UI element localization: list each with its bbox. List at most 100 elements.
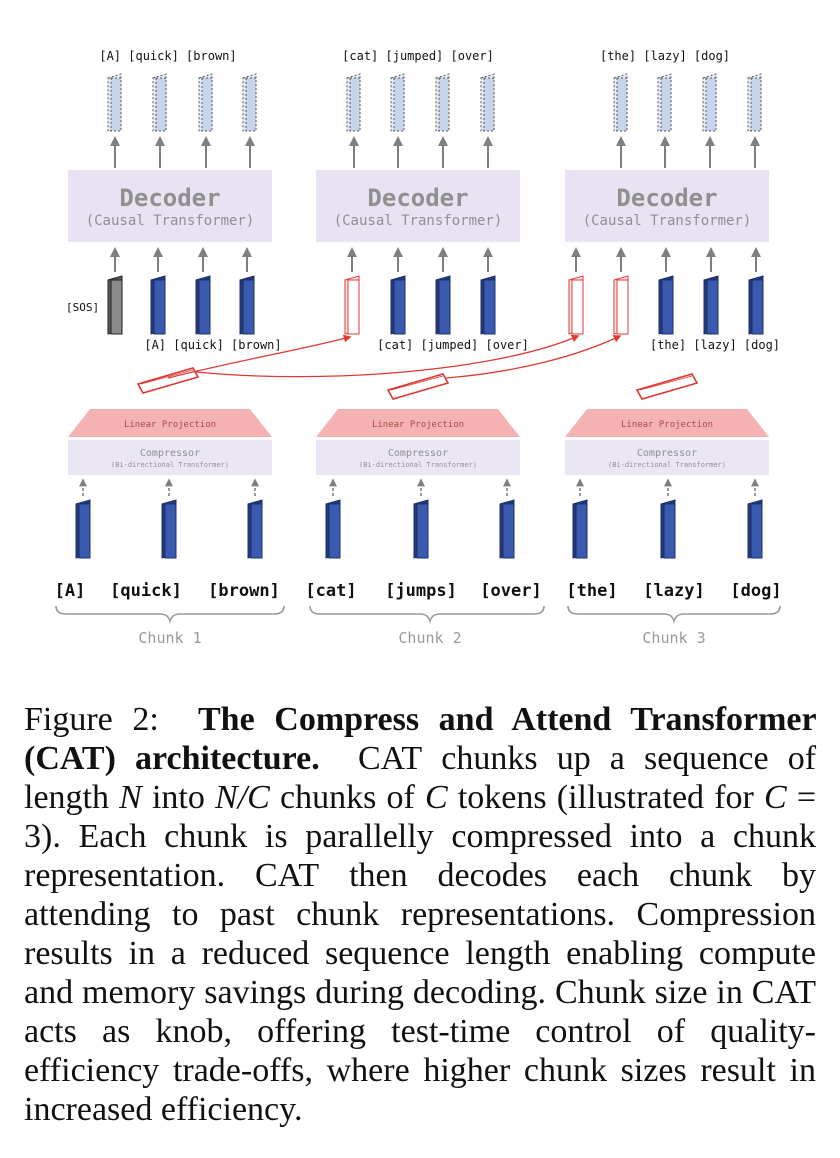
linear-projection-2: Linear Projection bbox=[316, 409, 520, 437]
decoder-input-token bbox=[390, 275, 406, 335]
compressor-input-arrows bbox=[79, 478, 759, 496]
caption-cat: CAT bbox=[751, 974, 816, 1011]
compressor-title: Compressor bbox=[140, 448, 200, 459]
token-front bbox=[328, 503, 341, 559]
caption-text: = 3). Each chunk is parallelly compresse… bbox=[24, 779, 817, 894]
output-label-group-2: [cat] [jumped] [over] bbox=[342, 49, 494, 63]
decoder-block-2: Decoder (Causal Transformer) bbox=[316, 170, 520, 242]
caption-math: C bbox=[764, 779, 787, 816]
chunk-label-1: Chunk 1 bbox=[138, 629, 201, 647]
token-front bbox=[245, 77, 257, 132]
output-label-group-3: [the] [lazy] [dog] bbox=[600, 49, 730, 63]
compressor-input-token bbox=[499, 499, 515, 559]
token-front bbox=[416, 503, 429, 559]
output-token bbox=[702, 73, 717, 132]
output-token bbox=[613, 73, 628, 132]
decoder-input-label-2: [cat] [jumped] [over] bbox=[377, 338, 529, 352]
decoder-block-3: Decoder (Causal Transformer) bbox=[565, 170, 769, 242]
input-token: [dog] bbox=[730, 581, 781, 601]
decoder-input-tokens bbox=[107, 275, 764, 335]
decoder-subtitle: (Causal Transformer) bbox=[583, 213, 752, 229]
compressor-input-token bbox=[413, 499, 429, 559]
input-token: [quick] bbox=[110, 581, 182, 601]
compressor-block-1: Compressor (Bi-directional Transformer) bbox=[68, 440, 272, 475]
chunk-representation-3 bbox=[635, 373, 699, 400]
compressor-input-token bbox=[325, 499, 341, 559]
token-front bbox=[349, 77, 361, 132]
compressor-input-token bbox=[161, 499, 177, 559]
sos-label: [SOS] bbox=[66, 301, 99, 314]
token-front bbox=[571, 279, 584, 335]
input-token: [brown] bbox=[208, 581, 280, 601]
input-tokens: [A] [quick] [brown] [cat] [jumps] [over]… bbox=[55, 581, 782, 601]
token-front bbox=[661, 279, 674, 335]
decoder-input-token bbox=[435, 275, 451, 335]
token-front bbox=[502, 503, 515, 559]
token-front bbox=[706, 279, 719, 335]
caption-text: tokens (illustrated for bbox=[457, 779, 754, 816]
compressor-block-3: Compressor (Bi-directional Transformer) bbox=[565, 440, 769, 475]
compressor-block-2: Compressor (Bi-directional Transformer) bbox=[316, 440, 520, 475]
token-front bbox=[438, 279, 451, 335]
token-front bbox=[616, 77, 628, 132]
token-front bbox=[110, 77, 122, 132]
decoder-input-token bbox=[703, 275, 719, 335]
output-token bbox=[198, 73, 213, 132]
decoder-input-token bbox=[195, 275, 211, 335]
caption-math: N bbox=[119, 779, 142, 816]
output-token bbox=[435, 73, 450, 132]
token-front bbox=[393, 77, 405, 132]
compressor-input-token bbox=[247, 499, 263, 559]
input-token: [A] bbox=[55, 581, 86, 601]
caption-text: acts as knob, offering test-time control… bbox=[24, 1013, 816, 1128]
chunk-label-3: Chunk 3 bbox=[642, 629, 705, 647]
output-token bbox=[390, 73, 405, 132]
chunk-attention-arrows bbox=[167, 334, 622, 379]
output-tokens bbox=[107, 73, 762, 132]
chunk-braces bbox=[55, 605, 781, 624]
decoder-input-label-3: [the] [lazy] [dog] bbox=[650, 338, 780, 352]
decoder-input-token bbox=[150, 275, 166, 335]
compressor-title: Compressor bbox=[388, 448, 448, 459]
linear-projection-label: Linear Projection bbox=[124, 420, 216, 430]
token-front bbox=[705, 77, 717, 132]
caption-title-open: ( bbox=[24, 740, 36, 777]
chunk-representation-1 bbox=[136, 367, 200, 394]
caption-text: into bbox=[151, 779, 205, 816]
output-label-group-1: [A] [quick] [brown] bbox=[99, 49, 236, 63]
decoder-input-token bbox=[658, 275, 674, 335]
caption-cat: CAT bbox=[35, 740, 105, 777]
caption-cat: CAT bbox=[357, 740, 423, 777]
token-front bbox=[198, 279, 211, 335]
linear-projection-label: Linear Projection bbox=[621, 420, 713, 430]
caption-text: chunks of bbox=[280, 779, 415, 816]
output-token bbox=[747, 73, 762, 132]
input-token: [cat] bbox=[305, 581, 356, 601]
output-token bbox=[107, 73, 122, 132]
token-front bbox=[660, 77, 672, 132]
input-token: [the] bbox=[566, 581, 617, 601]
decoder-subtitle: (Causal Transformer) bbox=[86, 213, 255, 229]
token-front bbox=[393, 279, 406, 335]
decoder-title: Decoder bbox=[119, 184, 220, 212]
chunk-label-2: Chunk 2 bbox=[398, 629, 461, 647]
chunk-repr-input-token bbox=[568, 275, 584, 335]
linear-projection-3: Linear Projection bbox=[565, 409, 769, 437]
token-front bbox=[250, 503, 263, 559]
decoder-title: Decoder bbox=[616, 184, 717, 212]
token-front bbox=[438, 77, 450, 132]
caption-cat: CAT bbox=[254, 857, 320, 894]
compressor-input-token bbox=[75, 499, 91, 559]
token-front bbox=[575, 503, 588, 559]
output-token bbox=[242, 73, 257, 132]
token-front bbox=[750, 503, 763, 559]
output-token bbox=[657, 73, 672, 132]
input-token: [jumps] bbox=[385, 581, 457, 601]
compressor-input-token bbox=[660, 499, 676, 559]
compressor-input-token bbox=[747, 499, 763, 559]
caption-prefix: Figure 2: bbox=[24, 701, 159, 738]
compressor-input-token bbox=[572, 499, 588, 559]
token-front bbox=[751, 279, 764, 335]
token-front bbox=[153, 279, 166, 335]
decoder-subtitle: (Causal Transformer) bbox=[334, 213, 503, 229]
